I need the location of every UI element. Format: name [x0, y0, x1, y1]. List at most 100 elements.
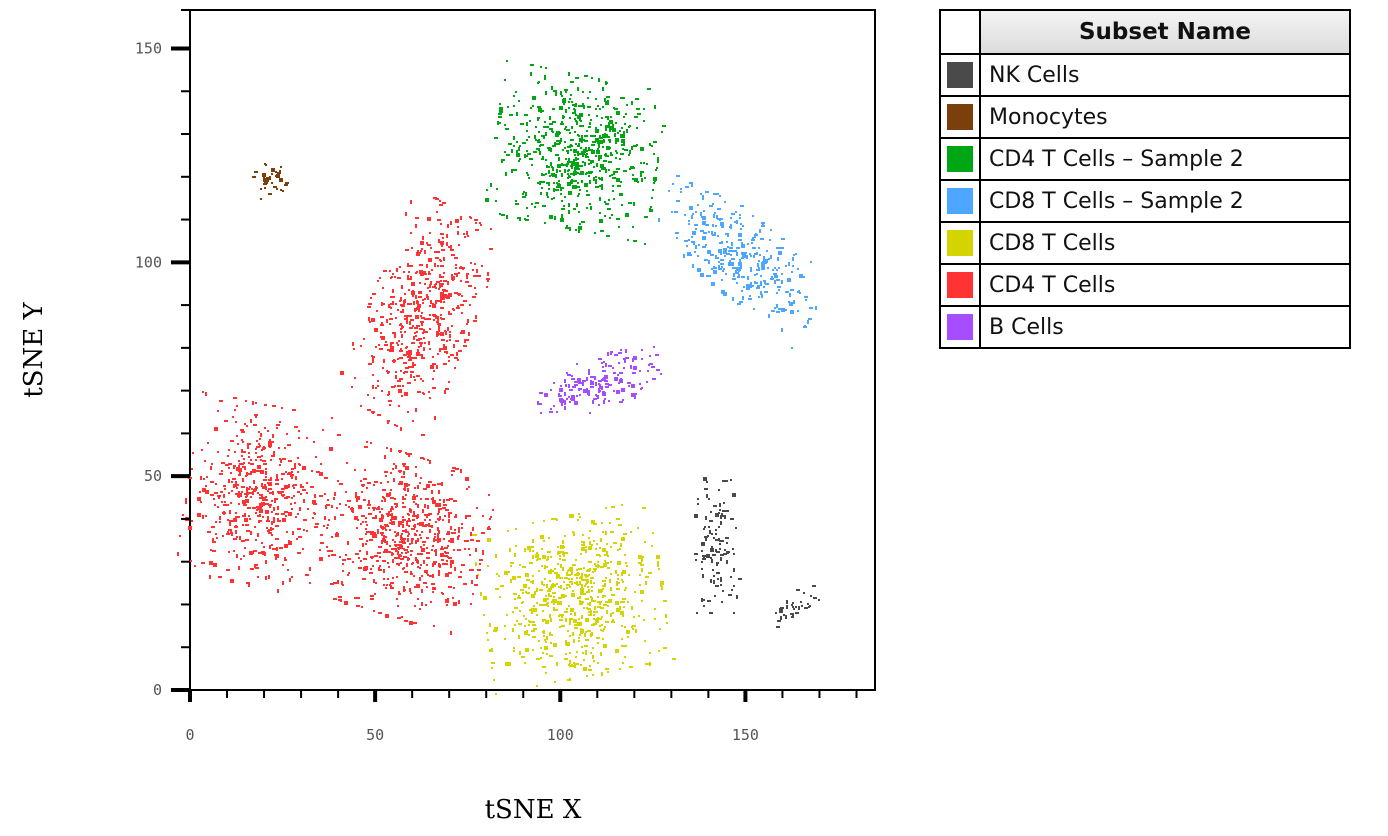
data-point	[415, 473, 417, 477]
data-point	[275, 479, 279, 481]
data-point	[403, 471, 405, 475]
data-point	[645, 663, 649, 665]
data-point	[589, 149, 593, 151]
data-point	[217, 495, 219, 497]
data-point	[405, 367, 409, 369]
data-point	[556, 182, 558, 184]
data-point	[518, 595, 520, 597]
legend-row[interactable]: CD4 T Cells	[939, 263, 1351, 307]
data-point	[450, 313, 452, 315]
legend-row[interactable]: CD8 T Cells – Sample 2	[939, 179, 1351, 223]
data-point	[739, 214, 741, 216]
data-point	[606, 96, 610, 98]
data-point	[365, 521, 367, 523]
data-point	[334, 516, 336, 520]
data-point	[458, 350, 462, 352]
data-point	[555, 174, 557, 178]
data-point	[281, 494, 285, 496]
data-point	[322, 429, 324, 431]
data-point	[404, 299, 406, 303]
data-point	[182, 514, 184, 516]
data-point	[599, 197, 601, 201]
data-point	[543, 137, 545, 139]
data-point	[382, 538, 384, 542]
data-point	[544, 646, 548, 650]
data-point	[382, 526, 384, 530]
data-point	[437, 541, 439, 543]
data-point	[217, 451, 219, 453]
data-point	[571, 567, 573, 569]
data-point	[624, 626, 626, 628]
data-point	[715, 193, 719, 195]
legend-row[interactable]: B Cells	[939, 305, 1351, 349]
data-point	[266, 527, 268, 529]
data-point	[384, 455, 386, 459]
data-point	[279, 547, 283, 549]
data-point	[560, 577, 562, 579]
data-point	[589, 602, 591, 606]
data-point	[587, 608, 591, 610]
data-point	[446, 295, 450, 299]
data-point	[713, 580, 715, 584]
data-point	[557, 551, 559, 553]
data-point	[612, 185, 614, 187]
data-point	[723, 553, 727, 555]
data-point	[575, 162, 579, 164]
data-point	[596, 543, 598, 545]
data-point	[663, 600, 667, 602]
data-point	[268, 488, 272, 490]
data-point	[435, 317, 437, 319]
data-point	[587, 97, 589, 99]
data-point	[582, 161, 584, 163]
data-point	[540, 647, 542, 649]
data-point	[354, 516, 358, 520]
data-point	[778, 308, 782, 310]
data-point	[597, 142, 599, 144]
data-point	[789, 302, 793, 306]
data-point	[687, 252, 691, 256]
data-point	[695, 245, 697, 249]
legend-header-subset-name[interactable]: Subset Name	[979, 9, 1351, 55]
data-point	[532, 539, 534, 543]
data-point	[426, 242, 428, 244]
data-point	[410, 554, 412, 556]
data-point	[474, 287, 476, 289]
data-point	[541, 173, 543, 175]
data-point	[442, 237, 444, 239]
data-point	[609, 175, 611, 177]
data-point	[254, 171, 258, 173]
data-point	[602, 531, 604, 533]
data-point	[413, 301, 415, 305]
data-point	[544, 75, 546, 77]
data-point	[604, 398, 606, 400]
data-point	[250, 463, 254, 465]
data-point	[461, 312, 463, 314]
legend-row[interactable]: CD8 T Cells	[939, 221, 1351, 265]
data-point	[235, 421, 237, 423]
legend-row[interactable]: Monocytes	[939, 95, 1351, 139]
data-point	[588, 159, 590, 161]
data-point	[495, 693, 497, 695]
data-point	[551, 86, 553, 90]
data-point	[554, 609, 558, 611]
data-point	[435, 283, 437, 285]
data-point	[417, 553, 419, 555]
data-point	[631, 606, 633, 610]
data-point	[383, 569, 385, 573]
data-point	[722, 480, 726, 482]
data-point	[398, 340, 400, 342]
data-point	[358, 597, 360, 599]
legend-row[interactable]: CD4 T Cells – Sample 2	[939, 137, 1351, 181]
data-point	[380, 525, 382, 527]
data-point	[720, 521, 722, 525]
data-point	[621, 139, 625, 143]
data-point	[703, 232, 707, 234]
data-point	[395, 535, 397, 537]
data-point	[585, 156, 589, 158]
data-point	[513, 593, 517, 595]
data-point	[373, 610, 375, 612]
legend-row[interactable]: NK Cells	[939, 53, 1351, 97]
data-point	[727, 235, 729, 237]
data-point	[444, 515, 446, 517]
data-point	[623, 358, 625, 360]
